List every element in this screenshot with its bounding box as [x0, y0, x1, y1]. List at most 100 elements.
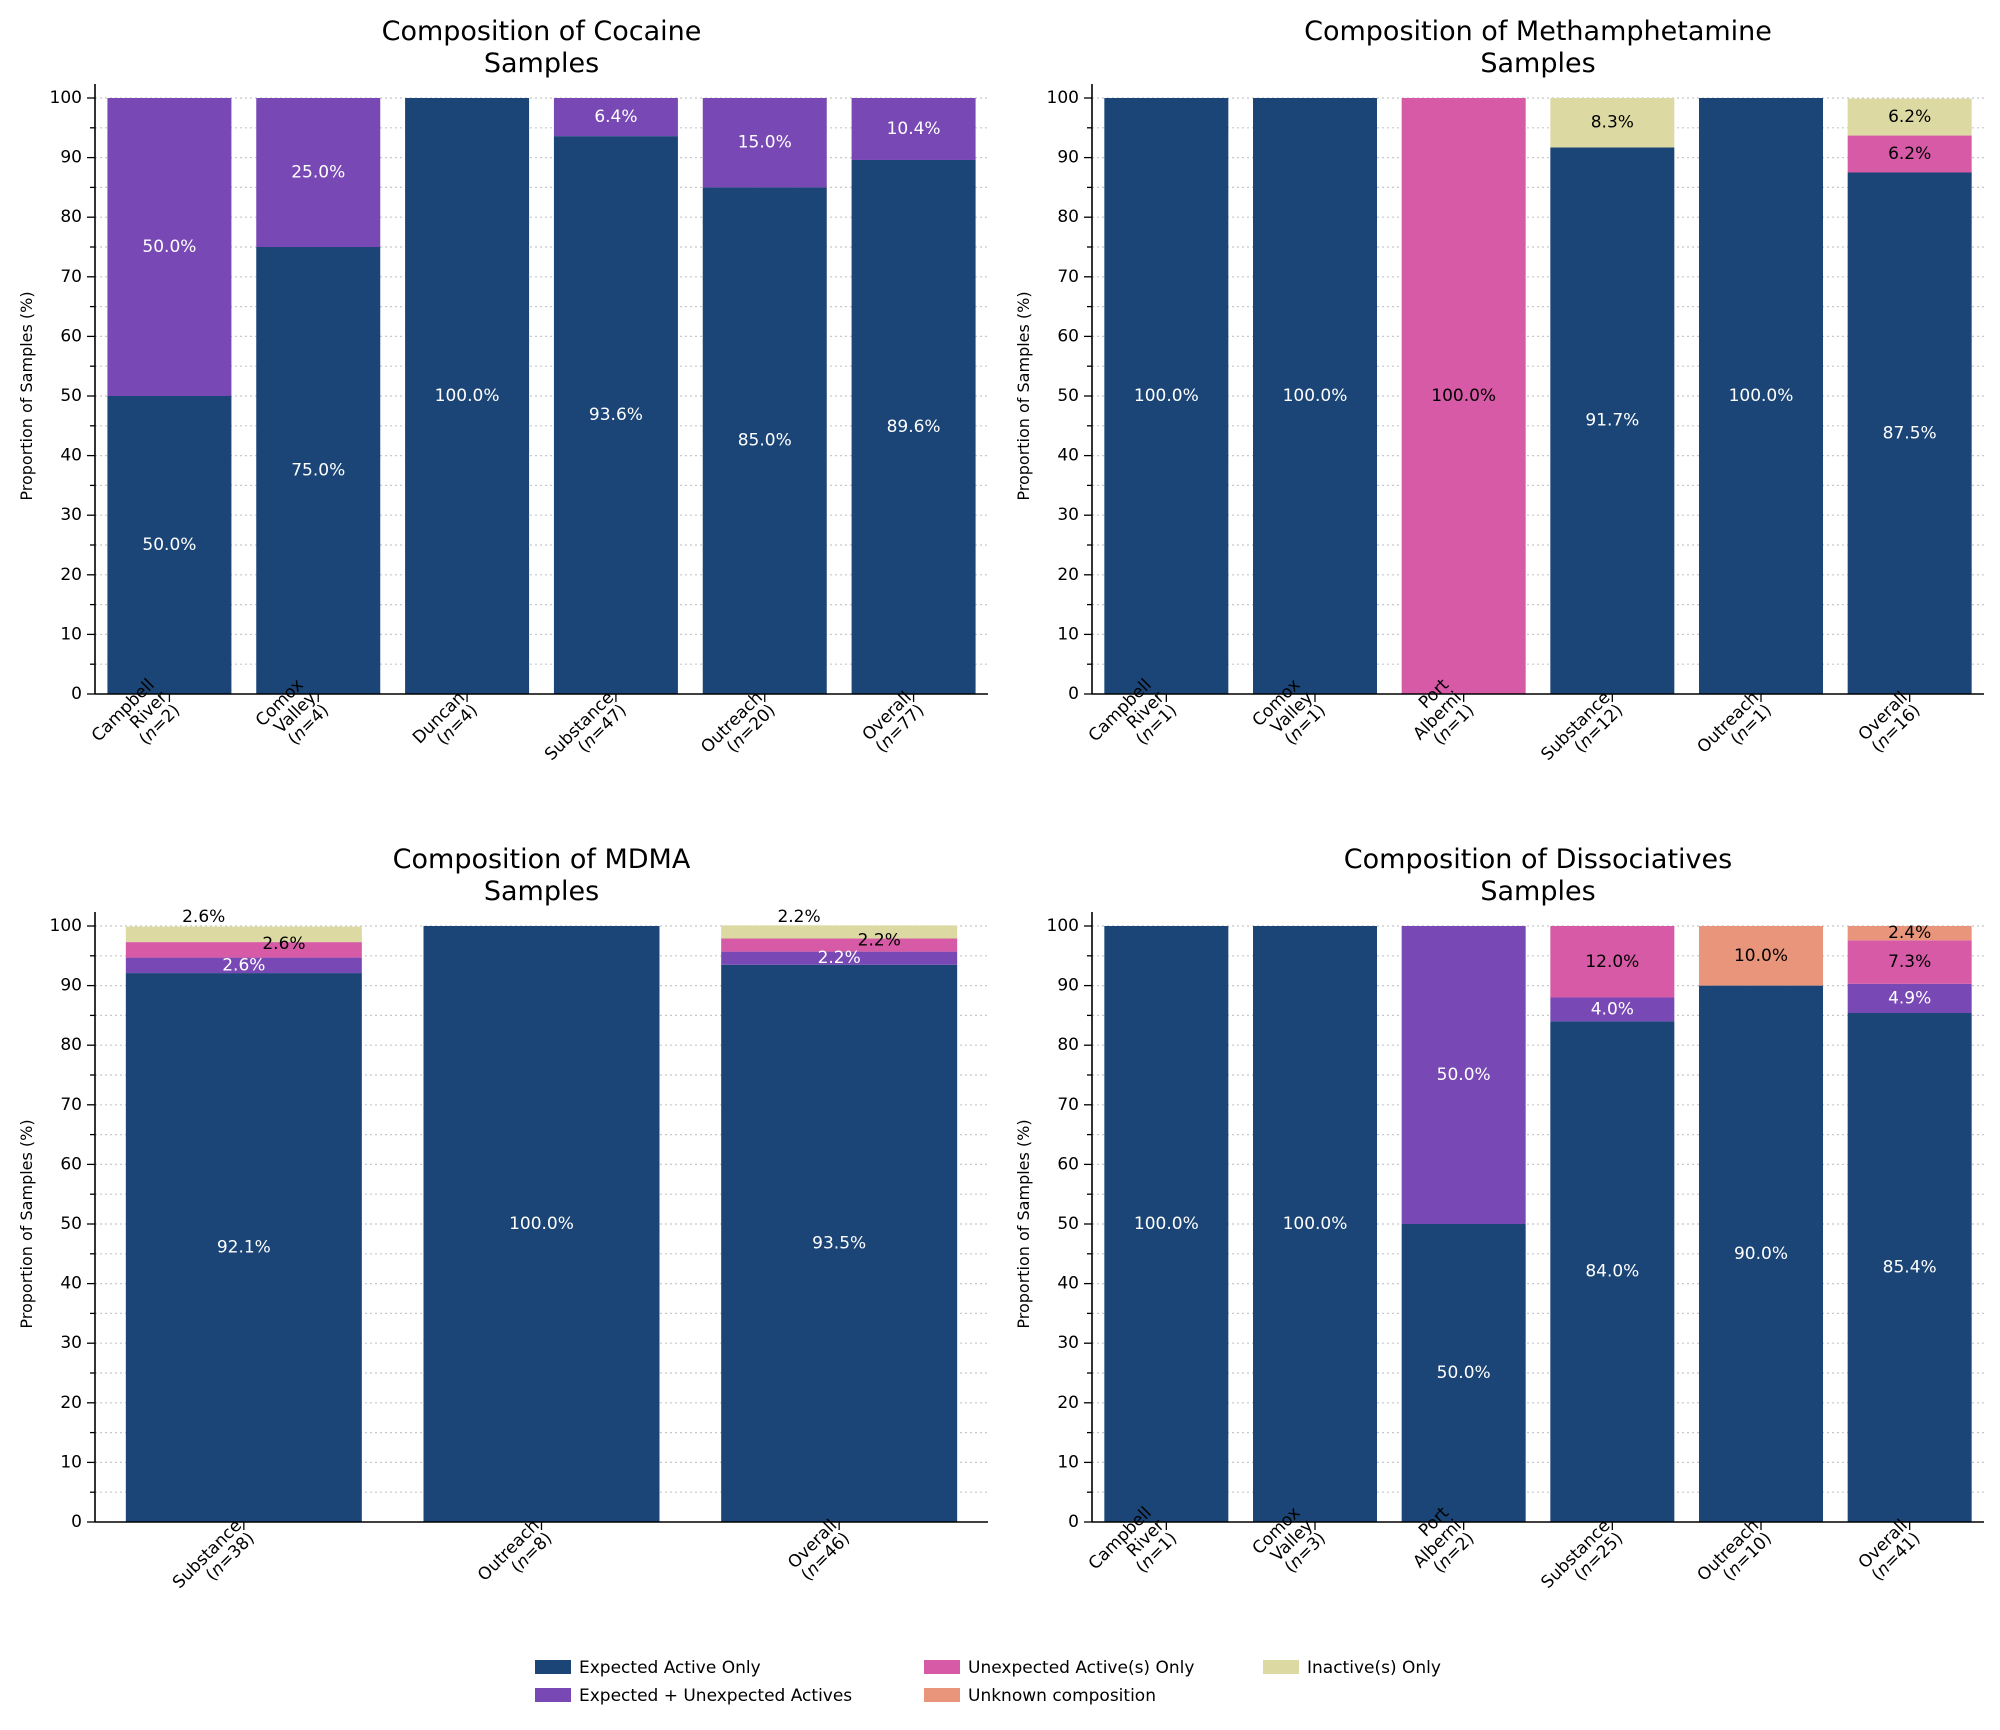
- data-label: 2.4%: [1888, 923, 1931, 943]
- bar-segment: [1847, 135, 1972, 173]
- legend-swatch: [1263, 1660, 1299, 1674]
- bar-segment: [1847, 98, 1972, 136]
- y-tick-label: 60: [60, 326, 82, 346]
- y-tick-label: 80: [60, 1035, 82, 1055]
- bar-segment: [1699, 985, 1823, 1522]
- data-label: 85.0%: [738, 431, 792, 451]
- bar-segment: [721, 938, 958, 952]
- bar-segment: [1104, 926, 1229, 1522]
- data-label: 8.3%: [1591, 113, 1634, 133]
- y-tick-label: 80: [60, 207, 82, 227]
- y-tick-label: 100: [1047, 916, 1079, 936]
- y-tick-label: 20: [1057, 565, 1079, 585]
- bar-segment: [1847, 940, 1972, 984]
- bar-segment: [721, 951, 958, 965]
- data-label: 85.4%: [1883, 1258, 1937, 1278]
- data-label: 2.2%: [858, 931, 901, 951]
- data-label: 2.6%: [262, 934, 305, 954]
- y-tick-label: 90: [60, 976, 82, 996]
- y-tick-label: 0: [1068, 684, 1079, 704]
- bar-segment: [1550, 997, 1675, 1022]
- y-tick-label: 70: [60, 267, 82, 287]
- legend-item: Expected Active Only: [535, 1658, 761, 1678]
- data-label: 93.5%: [812, 1233, 866, 1253]
- bar-segment: [702, 98, 827, 188]
- bar-segment: [1699, 98, 1823, 694]
- data-label: 2.2%: [777, 907, 820, 927]
- data-label: 12.0%: [1585, 952, 1639, 972]
- legend-item: Unknown composition: [924, 1686, 1156, 1706]
- chart-title: Samples: [1480, 48, 1595, 79]
- bar-segment: [553, 98, 678, 137]
- chart-panels: 50.0% 50.0% 75.0% 25.0% 100.0% 93.6% 6.4% 85.0%…: [17, 16, 1984, 1593]
- y-tick-label: 0: [71, 684, 82, 704]
- bar-segment: [405, 98, 530, 694]
- bar-segment: [1253, 98, 1377, 694]
- y-tick-label: 100: [1047, 88, 1079, 108]
- y-tick-label: 60: [1057, 1154, 1079, 1174]
- y-tick-label: 60: [60, 1154, 82, 1174]
- data-label: 4.0%: [1591, 999, 1634, 1019]
- bar-segment: [851, 159, 976, 694]
- data-label: 4.9%: [1888, 988, 1931, 1008]
- bar-segment: [1550, 1021, 1675, 1522]
- bar-segment: [107, 396, 232, 694]
- y-tick-label: 40: [60, 446, 82, 466]
- data-label: 10.0%: [1734, 946, 1788, 966]
- y-tick-label: 20: [60, 565, 82, 585]
- bar-segment: [1550, 926, 1675, 998]
- bar-segment: [256, 247, 381, 694]
- legend-swatch: [535, 1688, 571, 1702]
- data-label: 100.0%: [1729, 386, 1794, 406]
- bar-segment: [125, 957, 362, 974]
- bar-segment: [1401, 1224, 1526, 1522]
- y-tick-label: 30: [1057, 505, 1079, 525]
- chart-panel-3: 92.1%2.6%2.6%2.6%100.0%93.5%2.2%2.2%2.2%…: [17, 844, 988, 1593]
- data-label: 50.0%: [142, 535, 196, 555]
- legend-swatch: [924, 1660, 960, 1674]
- data-label: 6.4%: [594, 107, 637, 127]
- legend-label: Unexpected Active(s) Only: [968, 1658, 1194, 1678]
- bar-segment: [553, 136, 678, 695]
- chart-panel-4: 100.0% 100.0% 50.0% 50.0% 84.0% 4.0% 12.0% 90.0…: [1014, 844, 1984, 1593]
- data-label: 100.0%: [1283, 1214, 1348, 1234]
- data-label: 6.2%: [1888, 144, 1931, 164]
- bar-segment: [851, 98, 976, 160]
- bar-segment: [1104, 98, 1229, 694]
- data-label: 2.2%: [818, 948, 861, 968]
- chart-title: Samples: [484, 48, 599, 79]
- y-tick-label: 100: [50, 88, 82, 108]
- bar-segment: [125, 973, 362, 1522]
- y-axis-label: Proportion of Samples (%): [17, 1119, 36, 1328]
- y-tick-label: 70: [1057, 267, 1079, 287]
- y-tick-label: 50: [60, 1214, 82, 1234]
- y-tick-label: 60: [1057, 326, 1079, 346]
- bar-segment: [1401, 98, 1526, 694]
- bar-segment: [125, 942, 362, 958]
- y-tick-label: 70: [1057, 1095, 1079, 1115]
- y-tick-label: 100: [50, 916, 82, 936]
- legend-item: Unexpected Active(s) Only: [924, 1658, 1194, 1678]
- legend-swatch: [535, 1660, 571, 1674]
- chart-title: Samples: [484, 876, 599, 907]
- data-label: 91.7%: [1585, 411, 1639, 431]
- y-tick-label: 10: [1057, 624, 1079, 644]
- bar-segment: [1847, 172, 1972, 694]
- chart-panel-2: 100.0% 100.0% 100.0% 91.7% 8.3% 100.0% 87.5% 6.…: [1014, 16, 1984, 765]
- data-label: 93.6%: [589, 405, 643, 425]
- bar-segment: [1401, 926, 1526, 1224]
- y-tick-label: 80: [1057, 207, 1079, 227]
- data-label: 2.6%: [222, 955, 265, 975]
- legend-swatch: [924, 1688, 960, 1702]
- data-label: 10.4%: [887, 119, 941, 139]
- y-tick-label: 10: [1057, 1452, 1079, 1472]
- data-label: 100.0%: [1134, 386, 1199, 406]
- y-tick-label: 0: [71, 1512, 82, 1532]
- data-label: 84.0%: [1585, 1262, 1639, 1282]
- data-label: 50.0%: [142, 237, 196, 257]
- bar-segment: [1253, 926, 1377, 1522]
- chart-title: Composition of MDMA: [393, 844, 691, 875]
- data-label: 100.0%: [435, 386, 500, 406]
- legend-label: Expected + Unexpected Actives: [579, 1686, 852, 1706]
- legend-item: Expected + Unexpected Actives: [535, 1686, 852, 1706]
